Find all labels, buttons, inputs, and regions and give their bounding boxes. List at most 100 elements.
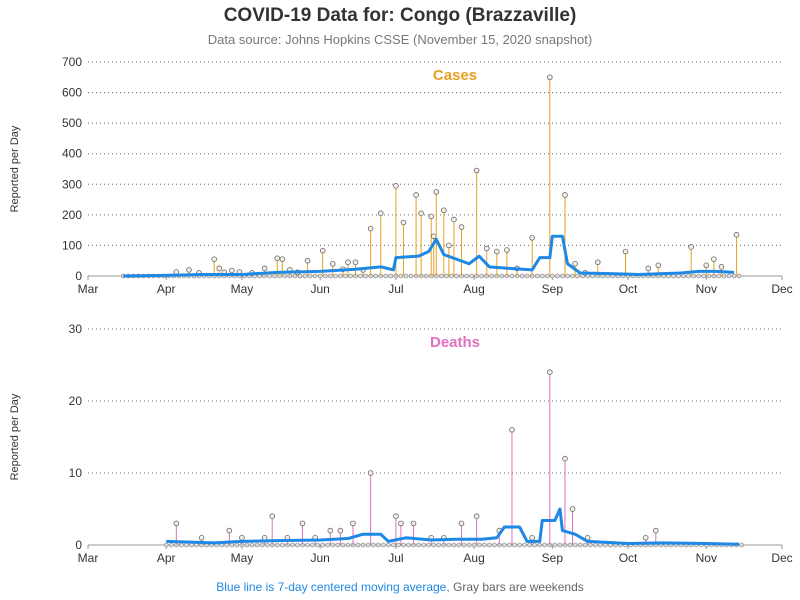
- cases-zero-marker: [272, 273, 278, 279]
- cases-point: [430, 233, 437, 240]
- deaths-point: [562, 455, 568, 462]
- cases-x-tick-label: Oct: [619, 282, 638, 296]
- cases-point: [655, 262, 662, 269]
- deaths-zero-marker: [295, 542, 300, 548]
- deaths-point: [398, 520, 404, 527]
- cases-zero-marker: [701, 273, 707, 279]
- deaths-zero-marker: [274, 542, 280, 548]
- deaths-zero-marker: [380, 542, 386, 548]
- deaths-x-tick-label: Jun: [310, 551, 329, 565]
- deaths-x-tick-label: Mar: [78, 551, 99, 565]
- cases-moving-average-line: [123, 234, 735, 278]
- deaths-zero-marker: [476, 542, 482, 548]
- cases-zero-marker: [565, 273, 570, 279]
- cases-zero-marker: [555, 273, 560, 279]
- cases-zero-marker: [322, 273, 328, 279]
- cases-point: [329, 260, 336, 267]
- deaths-zero-marker: [330, 542, 336, 548]
- deaths-point: [642, 534, 649, 541]
- deaths-zero-marker: [249, 542, 255, 548]
- cases-zero-marker: [686, 273, 691, 279]
- cases-zero-marker: [277, 273, 283, 279]
- cases-x-tick-label: Mar: [78, 282, 99, 296]
- cases-zero-marker: [716, 273, 722, 279]
- deaths-zero-marker: [502, 542, 507, 548]
- deaths-zero-marker: [290, 542, 295, 548]
- deaths-x-tick-label: Dec: [771, 551, 792, 565]
- cases-zero-marker: [282, 273, 288, 279]
- deaths-point: [473, 513, 480, 519]
- cases-point: [688, 244, 694, 250]
- cases-zero-marker: [333, 273, 338, 279]
- cases-point: [458, 224, 465, 230]
- deaths-x-tick-label: Oct: [619, 551, 638, 565]
- cases-zero-marker: [307, 273, 313, 279]
- cases-zero-marker: [539, 273, 545, 279]
- cases-x-tick-label: Aug: [463, 282, 484, 296]
- deaths-point: [653, 527, 659, 534]
- cases-point: [494, 248, 500, 255]
- cases-point: [504, 247, 510, 253]
- deaths-zero-marker: [370, 542, 376, 548]
- cases-point: [413, 192, 419, 198]
- cases-point: [216, 265, 223, 272]
- deaths-zero-marker: [325, 542, 331, 548]
- cases-point: [562, 192, 568, 198]
- cases-zero-marker: [444, 273, 449, 279]
- cases-x-tick-label: Jun: [310, 282, 329, 296]
- deaths-zero-marker: [739, 542, 744, 548]
- cases-zero-marker: [373, 273, 378, 279]
- cases-point: [547, 74, 553, 81]
- cases-point: [441, 207, 447, 214]
- cases-zero-marker: [302, 273, 308, 279]
- cases-point: [393, 183, 399, 189]
- deaths-point: [393, 513, 399, 519]
- deaths-zero-marker: [365, 542, 371, 548]
- deaths-zero-marker: [416, 542, 421, 548]
- deaths-point: [239, 534, 245, 541]
- cases-zero-marker: [358, 273, 363, 279]
- deaths-zero-marker: [582, 542, 588, 548]
- deaths-zero-marker: [481, 542, 487, 548]
- deaths-zero-marker: [426, 542, 431, 548]
- deaths-zero-marker: [537, 542, 543, 548]
- cases-point: [400, 219, 407, 226]
- cases-zero-marker: [731, 273, 737, 279]
- deaths-panel: 0 10 20 30 Mar Apr May Jun Jul Aug Sep Oct Nov Dec Rep…: [9, 322, 793, 565]
- cases-zero-marker: [327, 273, 333, 279]
- moving-average-note: Blue line is 7-day centered moving avera…: [216, 580, 450, 594]
- cases-panel-title: Cases: [433, 67, 477, 84]
- cases-point: [703, 262, 710, 269]
- deaths-y-tick-label: 20: [69, 394, 83, 408]
- cases-point: [711, 256, 717, 262]
- deaths-zero-marker: [244, 542, 250, 548]
- cases-zero-marker: [267, 273, 273, 279]
- cases-zero-marker: [454, 273, 459, 279]
- weekend-note: Gray bars are weekends: [453, 580, 584, 594]
- cases-zero-marker: [696, 273, 702, 279]
- cases-point: [274, 255, 281, 262]
- cases-point: [319, 247, 326, 254]
- deaths-zero-marker: [461, 542, 467, 548]
- deaths-x-tick-label: Sep: [542, 551, 564, 565]
- deaths-zero-marker: [577, 542, 583, 548]
- cases-zero-marker: [706, 273, 712, 279]
- cases-zero-marker: [343, 273, 348, 279]
- deaths-point: [529, 534, 535, 541]
- deaths-zero-marker: [360, 542, 366, 548]
- cases-y-tick-label: 100: [62, 238, 82, 252]
- cases-zero-marker: [449, 273, 454, 279]
- cases-zero-marker: [545, 273, 550, 279]
- cases-panel: 0 100 200 300 400 500 600 700 Mar Apr May Jun Jul Aug…: [9, 55, 793, 296]
- cases-zero-marker: [348, 273, 353, 279]
- deaths-panel-title: Deaths: [430, 334, 480, 351]
- chart-title: COVID-19 Data for: Congo (Brazzaville): [223, 5, 577, 26]
- deaths-zero-marker: [406, 542, 411, 548]
- cases-zero-marker: [423, 273, 429, 279]
- deaths-zero-marker: [401, 542, 406, 548]
- deaths-zero-marker: [234, 542, 240, 548]
- cases-zero-marker: [691, 273, 696, 279]
- cases-x-tick-label: Sep: [542, 282, 564, 296]
- deaths-zero-marker: [431, 542, 437, 548]
